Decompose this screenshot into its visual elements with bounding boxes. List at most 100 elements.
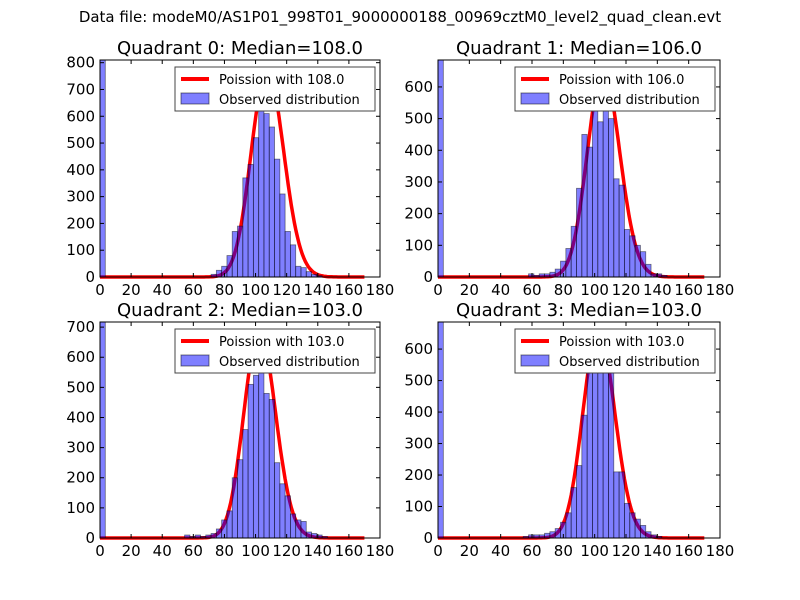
y-tick-label: 600 bbox=[404, 340, 433, 358]
histogram-bar bbox=[247, 164, 254, 278]
x-tick-label: 120 bbox=[272, 281, 301, 299]
y-tick-label: 100 bbox=[404, 498, 433, 516]
x-tick-label: 80 bbox=[215, 542, 234, 560]
x-tick-label: 100 bbox=[580, 281, 609, 299]
x-tick-label: 100 bbox=[580, 542, 609, 560]
histogram-bar bbox=[576, 465, 583, 539]
histogram-bar bbox=[624, 229, 631, 278]
histogram-bar bbox=[242, 429, 249, 539]
axes-frame bbox=[99, 321, 381, 539]
histogram-bar bbox=[242, 177, 249, 278]
histogram-bar bbox=[618, 471, 625, 539]
histogram-bar bbox=[274, 462, 281, 539]
histogram-bar bbox=[305, 531, 312, 539]
histogram-bar bbox=[608, 118, 615, 278]
y-tick-label: 800 bbox=[66, 54, 95, 72]
histogram-bar bbox=[624, 502, 631, 539]
y-tick-label: 300 bbox=[66, 439, 95, 457]
x-tick-label: 20 bbox=[122, 542, 141, 560]
y-tick-label: 0 bbox=[85, 529, 95, 547]
legend-bar-label: Observed distribution bbox=[559, 355, 700, 370]
subplot-1: Quadrant 1: Median=106.00 20 40 60 80 100 120 1… bbox=[404, 38, 734, 299]
x-tick-label: 100 bbox=[241, 281, 270, 299]
y-tick-label: 700 bbox=[66, 318, 95, 336]
histogram-bar bbox=[634, 518, 641, 539]
y-tick-label: 400 bbox=[404, 403, 433, 421]
y-tick-label: 400 bbox=[66, 161, 95, 179]
y-tick-label: 200 bbox=[404, 205, 433, 223]
x-tick-label: 180 bbox=[706, 281, 735, 299]
histogram-bar bbox=[597, 121, 604, 278]
x-tick-label: 120 bbox=[612, 542, 641, 560]
x-tick-label: 120 bbox=[272, 542, 301, 560]
y-tick-label: 400 bbox=[404, 141, 433, 159]
histogram-bar bbox=[613, 178, 620, 278]
histogram-bar bbox=[295, 519, 302, 539]
y-tick-label: 400 bbox=[66, 408, 95, 426]
x-tick-label: 40 bbox=[491, 281, 510, 299]
legend-line-label: Poission with 103.0 bbox=[559, 335, 684, 350]
x-tick-label: 60 bbox=[184, 281, 203, 299]
histogram-bar bbox=[284, 231, 291, 278]
y-tick-label: 100 bbox=[66, 499, 95, 517]
legend-bar-swatch bbox=[520, 92, 550, 105]
histogram-bar bbox=[231, 477, 238, 539]
figure-title: Data file: modeM0/AS1P01_998T01_90000001… bbox=[78, 8, 722, 26]
histogram-bar bbox=[300, 521, 307, 539]
y-tick-label: 300 bbox=[404, 173, 433, 191]
subplot-title: Quadrant 2: Median=103.0 bbox=[117, 300, 363, 321]
histogram-bar bbox=[226, 510, 233, 539]
subplot-2: Quadrant 2: Median=103.00 20 40 60 80 100 120 1… bbox=[66, 300, 394, 560]
histogram-bar bbox=[268, 399, 275, 539]
histogram-bar bbox=[284, 495, 291, 539]
histogram-bar bbox=[226, 255, 233, 278]
histogram-bar bbox=[565, 248, 572, 278]
y-tick-label: 600 bbox=[404, 78, 433, 96]
histogram-bar bbox=[565, 512, 572, 539]
histogram-bar bbox=[544, 532, 551, 539]
axes-frame bbox=[437, 59, 721, 278]
y-tick-label: 0 bbox=[423, 268, 433, 286]
y-tick-label: 700 bbox=[66, 80, 95, 98]
legend-bar-swatch bbox=[180, 92, 210, 105]
x-tick-label: 140 bbox=[303, 281, 332, 299]
histogram-bar bbox=[640, 251, 647, 278]
histogram-bar bbox=[581, 414, 588, 539]
histogram-bar bbox=[629, 512, 636, 539]
x-tick-label: 60 bbox=[522, 281, 541, 299]
y-tick-label: 0 bbox=[85, 268, 95, 286]
histogram-bar bbox=[645, 531, 652, 539]
histogram-bar bbox=[570, 487, 577, 539]
y-tick-label: 200 bbox=[404, 466, 433, 484]
axes-frame bbox=[99, 59, 381, 278]
x-tick-label: 120 bbox=[612, 281, 641, 299]
x-tick-label: 80 bbox=[554, 542, 573, 560]
y-tick-label: 200 bbox=[66, 469, 95, 487]
y-tick-label: 100 bbox=[66, 241, 95, 259]
x-tick-label: 60 bbox=[184, 542, 203, 560]
legend-bar-label: Observed distribution bbox=[219, 355, 360, 370]
histogram-bar bbox=[300, 267, 307, 278]
subplot-title: Quadrant 0: Median=108.0 bbox=[117, 38, 363, 59]
histogram-bar bbox=[252, 374, 260, 539]
y-tick-label: 500 bbox=[66, 134, 95, 152]
legend-line-label: Poission with 103.0 bbox=[219, 335, 344, 350]
histogram-bar bbox=[634, 244, 641, 278]
y-tick-label: 500 bbox=[66, 378, 95, 396]
histogram-bar bbox=[263, 113, 270, 278]
histogram-bar bbox=[295, 265, 302, 278]
x-tick-label: 20 bbox=[460, 542, 479, 560]
histogram-bar bbox=[263, 392, 270, 539]
histogram-bar bbox=[629, 235, 636, 278]
x-tick-label: 0 bbox=[433, 281, 443, 299]
histogram-bar bbox=[279, 483, 286, 539]
x-tick-label: 80 bbox=[215, 281, 234, 299]
histogram-bar bbox=[613, 471, 620, 539]
legend-bar-label: Observed distribution bbox=[219, 93, 360, 108]
subplot-3: Quadrant 3: Median=103.00 20 40 60 80 100 120 1… bbox=[404, 300, 734, 560]
x-tick-label: 20 bbox=[460, 281, 479, 299]
y-tick-label: 500 bbox=[404, 110, 433, 128]
histogram-bar bbox=[586, 146, 593, 278]
histogram-bar bbox=[289, 513, 297, 539]
legend-line-label: Poission with 108.0 bbox=[219, 73, 344, 88]
